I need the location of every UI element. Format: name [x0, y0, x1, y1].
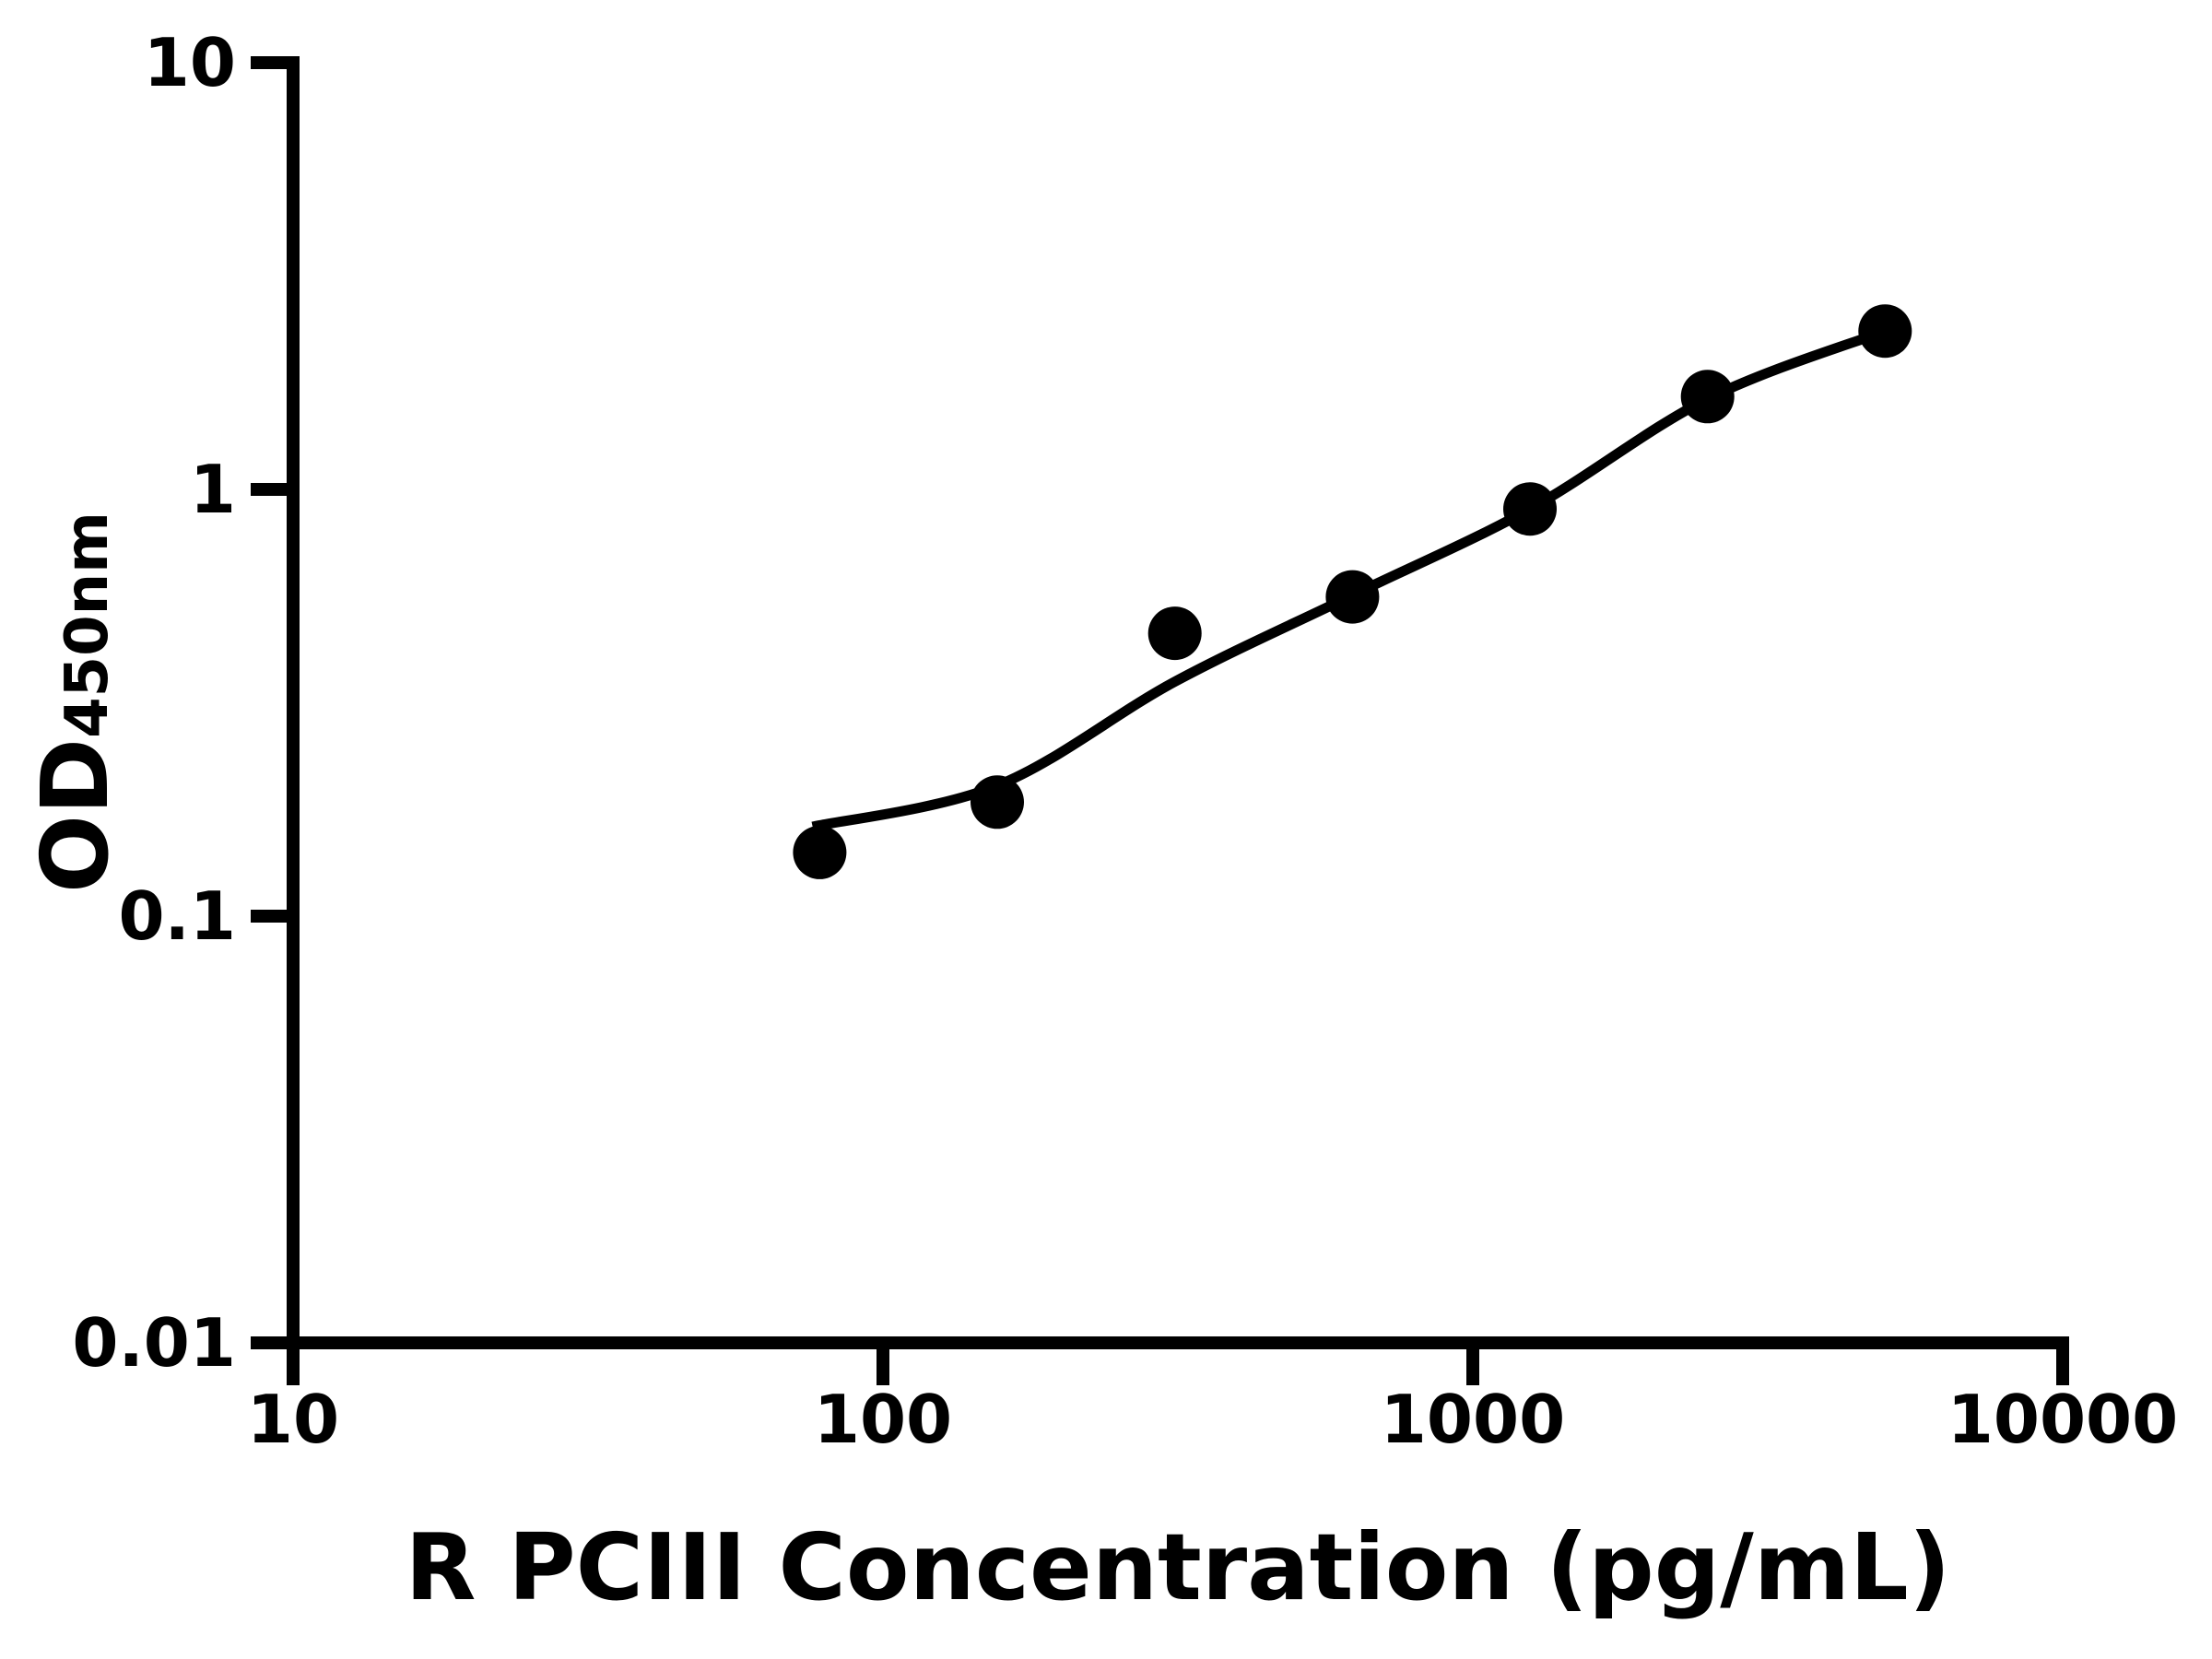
y-axis-title-main: OD [21, 738, 129, 893]
y-axis-title: OD450nm [21, 512, 129, 893]
data-point [1325, 570, 1380, 624]
data-point [1680, 370, 1735, 424]
axes [251, 56, 2069, 1385]
data-point [1503, 482, 1557, 536]
x-tick-label: 10000 [1947, 1381, 2179, 1458]
y-axis-title-subscript: 450nm [53, 512, 122, 738]
x-tick-label: 10 [247, 1381, 339, 1458]
y-tick-label: 1 [190, 451, 236, 528]
data-point [1147, 606, 1202, 661]
data-point [1858, 304, 1912, 359]
axis-spine [251, 56, 2069, 1385]
x-tick-label: 1000 [1381, 1381, 1565, 1458]
x-axis-title: R PCIII Concentration (pg/mL) [406, 1513, 1951, 1621]
data-points-layer [793, 304, 1912, 879]
data-point [793, 825, 847, 879]
data-point [971, 775, 1024, 830]
y-tick-label: 0.01 [72, 1304, 236, 1382]
y-tick-label: 0.1 [118, 877, 236, 955]
x-tick-label: 100 [814, 1381, 952, 1458]
y-tick-label: 10 [144, 24, 236, 101]
